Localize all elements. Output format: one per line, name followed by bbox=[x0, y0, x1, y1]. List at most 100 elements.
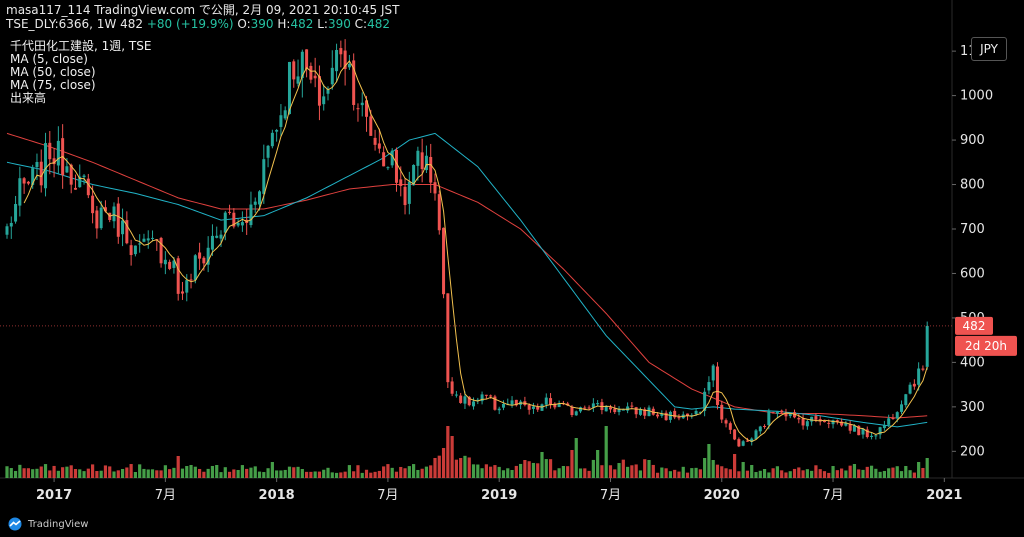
candle-body bbox=[596, 403, 600, 405]
candle bbox=[317, 65, 321, 121]
candle-body bbox=[741, 441, 745, 446]
volume-bar bbox=[31, 469, 35, 478]
candle-body bbox=[283, 110, 287, 119]
candle bbox=[151, 230, 155, 242]
volume-bar bbox=[356, 465, 360, 478]
candle-body bbox=[489, 395, 493, 397]
tradingview-logo[interactable]: TradingView bbox=[6, 515, 88, 533]
candle bbox=[360, 92, 364, 117]
volume-bar bbox=[917, 462, 921, 478]
volume-bar bbox=[840, 468, 844, 478]
candle-body bbox=[420, 152, 424, 170]
volume-bar bbox=[574, 438, 578, 478]
candle bbox=[142, 233, 146, 243]
candle bbox=[91, 185, 95, 224]
candle-body bbox=[840, 421, 844, 426]
candle bbox=[660, 410, 664, 418]
candle-body bbox=[677, 417, 681, 419]
volume-bar bbox=[266, 468, 270, 478]
candle bbox=[236, 219, 240, 228]
volume-bar bbox=[660, 467, 664, 478]
volume-bar bbox=[476, 464, 480, 478]
candle bbox=[587, 405, 591, 410]
legend-ma75[interactable]: MA (75, close) bbox=[10, 78, 96, 92]
candle bbox=[917, 362, 921, 391]
volume-bar bbox=[780, 470, 784, 478]
candle bbox=[810, 416, 814, 426]
candle-body bbox=[553, 403, 557, 408]
currency-button[interactable]: JPY bbox=[971, 37, 1007, 61]
volume-bar bbox=[352, 471, 356, 478]
candle-body bbox=[305, 49, 309, 70]
candle bbox=[292, 59, 296, 88]
candle bbox=[780, 409, 784, 414]
close-value: 482 bbox=[367, 17, 390, 31]
candle-body bbox=[163, 259, 167, 265]
candle-body bbox=[39, 161, 43, 186]
volume-bar bbox=[852, 464, 857, 478]
legend-ma50[interactable]: MA (50, close) bbox=[10, 65, 96, 79]
time-tick-label: 2017 bbox=[36, 488, 72, 503]
candle bbox=[253, 197, 257, 213]
volume-bar bbox=[22, 468, 26, 478]
volume-bar bbox=[450, 436, 454, 478]
candle-body bbox=[26, 181, 30, 184]
volume-bar bbox=[412, 464, 416, 478]
candle-body bbox=[442, 227, 446, 295]
candle-body bbox=[763, 426, 767, 428]
volume-bar bbox=[317, 471, 322, 478]
volume-bar bbox=[797, 467, 801, 478]
candle-body bbox=[626, 406, 630, 411]
candle-body bbox=[219, 234, 223, 239]
candle-body bbox=[180, 291, 184, 294]
candle-body bbox=[210, 235, 214, 250]
volume-bar bbox=[138, 464, 142, 478]
low-label: L: bbox=[317, 17, 328, 31]
candle-body bbox=[501, 403, 505, 408]
legend-volume[interactable]: 出来高 bbox=[10, 91, 47, 105]
candle-body bbox=[446, 293, 450, 383]
candle-body bbox=[780, 410, 784, 413]
candle bbox=[352, 53, 356, 111]
volume-bar bbox=[26, 468, 30, 478]
candle bbox=[442, 227, 446, 299]
candle-body bbox=[745, 440, 749, 442]
volume-bar bbox=[655, 472, 660, 478]
volume-bar bbox=[48, 470, 52, 478]
candle-body bbox=[771, 412, 775, 414]
volume-bar bbox=[557, 468, 561, 478]
candle-body bbox=[775, 411, 779, 414]
volume-bar bbox=[441, 448, 446, 478]
countdown-badge bbox=[955, 335, 1017, 356]
volume-bar bbox=[399, 466, 403, 478]
candle-body bbox=[5, 226, 9, 235]
volume-bar bbox=[865, 466, 869, 478]
candle-body bbox=[510, 400, 514, 405]
volume-bar bbox=[330, 472, 334, 478]
candle-body bbox=[497, 408, 501, 411]
volume-bar bbox=[185, 466, 189, 478]
candle-body bbox=[309, 65, 313, 80]
candle-body bbox=[386, 167, 390, 169]
candle-body bbox=[99, 207, 103, 229]
candle-body bbox=[91, 195, 95, 214]
volume-bar bbox=[638, 470, 643, 478]
volume-bar bbox=[446, 426, 450, 478]
legend-ma5[interactable]: MA (5, close) bbox=[10, 52, 88, 66]
candle-body bbox=[617, 408, 621, 413]
candle bbox=[715, 362, 719, 410]
candle bbox=[377, 128, 381, 154]
candle-body bbox=[921, 368, 925, 370]
volume-bar bbox=[347, 465, 351, 478]
candle-body bbox=[390, 150, 394, 166]
volume-bar bbox=[155, 470, 159, 478]
candle-body bbox=[236, 222, 240, 226]
chart-legend: 千代田化工建設, 1週, TSE MA (5, close) MA (50, c… bbox=[10, 40, 151, 105]
candle bbox=[904, 393, 908, 408]
volume-bar bbox=[733, 454, 737, 478]
candle bbox=[215, 226, 219, 239]
volume-bar bbox=[150, 469, 155, 478]
volume-bar bbox=[459, 458, 463, 478]
candle-body bbox=[801, 418, 805, 426]
